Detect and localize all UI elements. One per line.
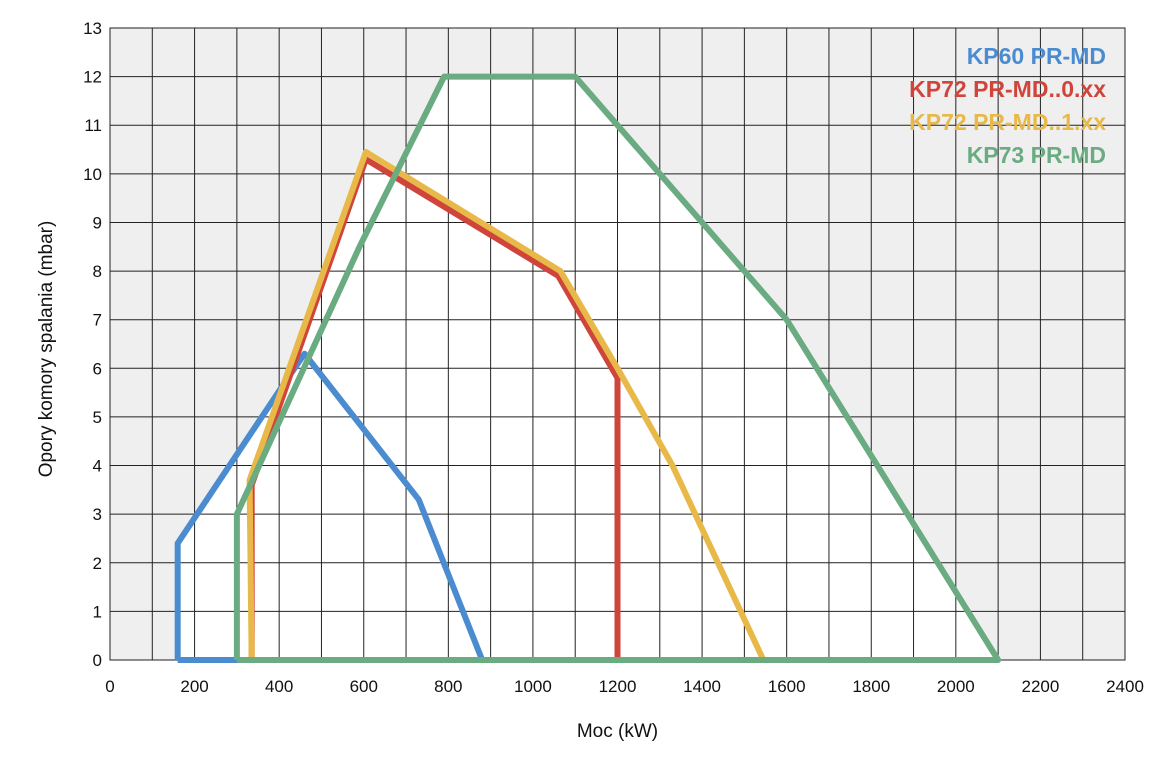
x-tick-label: 2200	[1022, 677, 1060, 696]
y-tick-label: 12	[83, 68, 102, 87]
x-tick-label: 1800	[852, 677, 890, 696]
y-tick-label: 10	[83, 165, 102, 184]
x-tick-label: 400	[265, 677, 293, 696]
y-axis-label: Opory komory spalania (mbar)	[36, 221, 57, 478]
y-tick-label: 1	[93, 602, 102, 621]
y-tick-label: 7	[93, 311, 102, 330]
y-tick-label: 0	[93, 651, 102, 670]
y-tick-label: 8	[93, 262, 102, 281]
y-tick-label: 2	[93, 554, 102, 573]
legend-entry-0: KP60 PR-MD	[967, 43, 1106, 69]
x-tick-label: 1400	[683, 677, 721, 696]
y-tick-label: 4	[93, 457, 102, 476]
y-tick-label: 6	[93, 359, 102, 378]
y-tick-label: 3	[93, 505, 102, 524]
legend-entry-2: KP72 PR-MD..1.xx	[909, 109, 1106, 135]
x-tick-label: 1600	[768, 677, 806, 696]
x-tick-label: 2000	[937, 677, 975, 696]
series-layer	[174, 73, 1002, 663]
x-tick-label: 200	[180, 677, 208, 696]
y-tick-label: 13	[83, 19, 102, 38]
x-tick-label: 800	[434, 677, 462, 696]
y-tick-label: 9	[93, 213, 102, 232]
legend: KP60 PR-MD KP72 PR-MD..0.xx KP72 PR-MD..1.…	[909, 43, 1106, 168]
legend-entry-3: KP73 PR-MD	[967, 142, 1106, 168]
x-tick-label: 1200	[599, 677, 637, 696]
y-tick-label: 11	[84, 116, 102, 135]
x-tick-label: 600	[350, 677, 378, 696]
tick-labels: 0 200 400 600 800 1000 1200 1400 1600 1800 2000 220…	[83, 19, 1144, 696]
series-line-3	[233, 73, 1002, 663]
x-axis-label: Moc (kW)	[577, 721, 658, 742]
y-tick-label: 5	[93, 408, 102, 427]
legend-entry-1: KP72 PR-MD..0.xx	[909, 76, 1106, 102]
x-tick-label: 1000	[514, 677, 552, 696]
x-tick-label: 2400	[1106, 677, 1144, 696]
x-tick-label: 0	[105, 677, 114, 696]
